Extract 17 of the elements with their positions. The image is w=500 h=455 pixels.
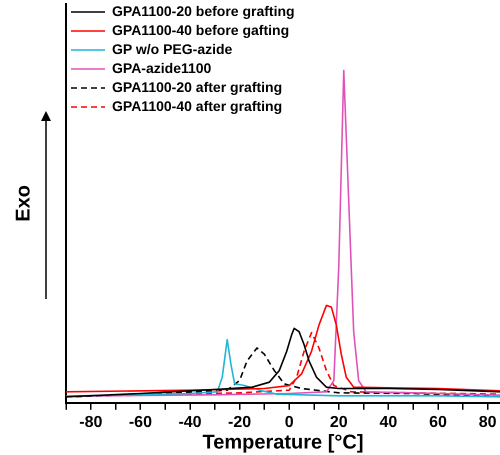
x-tick-label: 60 [429,414,447,431]
y-axis-title: Exo [12,185,35,222]
legend-label: GPA1100-40 before gafting [112,22,290,38]
legend-label: GPA1100-20 after grafting [112,78,282,95]
x-tick-label: 40 [380,414,398,431]
legend-label: GPA1100-20 before grafting [112,2,295,19]
legend-label: GPA1100-40 after grafting [112,98,282,114]
x-tick-label: -20 [228,414,252,431]
x-tick-label: -80 [79,414,102,431]
x-tick-label: 20 [330,414,348,431]
x-tick-label: -40 [178,414,202,431]
legend-label: GP w/o PEG-azide [112,40,233,57]
x-axis-title: Temperature [°C] [202,432,364,454]
x-tick-label: -60 [128,414,152,431]
legend-label: GPA-azide1100 [112,60,212,76]
x-tick-label: 80 [478,414,497,431]
x-tick-label: 0 [284,414,294,431]
